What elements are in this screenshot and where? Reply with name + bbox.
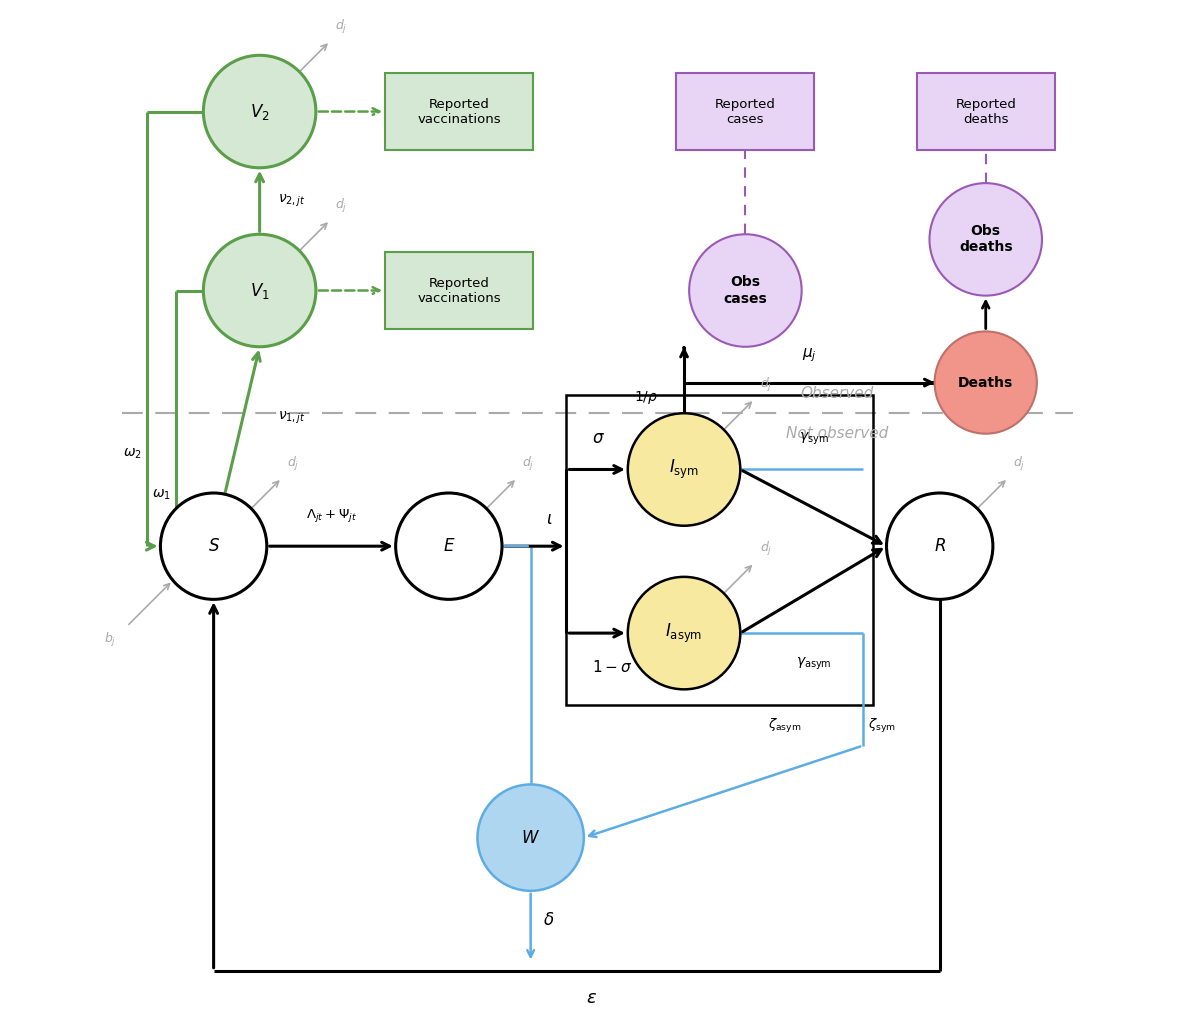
- Text: $\omega_2$: $\omega_2$: [123, 447, 142, 461]
- Circle shape: [628, 577, 740, 690]
- Text: Deaths: Deaths: [958, 375, 1014, 390]
- Text: $\zeta_{\mathrm{sym}}$: $\zeta_{\mathrm{sym}}$: [868, 718, 896, 735]
- Text: Observed: Observed: [800, 386, 874, 401]
- Circle shape: [887, 493, 993, 599]
- Text: $\gamma_{\mathrm{sym}}$: $\gamma_{\mathrm{sym}}$: [798, 431, 829, 447]
- Text: Reported
cases: Reported cases: [715, 98, 776, 126]
- Text: Reported
vaccinations: Reported vaccinations: [417, 98, 501, 126]
- Text: $\sigma$: $\sigma$: [592, 429, 605, 447]
- Circle shape: [204, 56, 316, 168]
- Bar: [566, 395, 874, 705]
- Circle shape: [934, 331, 1037, 434]
- Text: $d_j$: $d_j$: [287, 455, 300, 473]
- Text: $\mu_j$: $\mu_j$: [802, 346, 817, 364]
- Text: $\zeta_{\mathrm{asym}}$: $\zeta_{\mathrm{asym}}$: [768, 718, 802, 735]
- FancyBboxPatch shape: [385, 253, 533, 329]
- Text: $\nu_{2,jt}$: $\nu_{2,jt}$: [278, 193, 305, 209]
- Text: $\varepsilon$: $\varepsilon$: [586, 989, 598, 1007]
- Text: $E$: $E$: [443, 537, 455, 555]
- Text: $d_j$: $d_j$: [335, 18, 348, 36]
- Text: Reported
deaths: Reported deaths: [955, 98, 1016, 126]
- Text: $I_{\mathrm{sym}}$: $I_{\mathrm{sym}}$: [669, 458, 699, 481]
- Text: $b_j$: $b_j$: [104, 632, 117, 650]
- Text: $d_j$: $d_j$: [760, 376, 772, 394]
- Text: $d_j$: $d_j$: [335, 197, 348, 214]
- Circle shape: [477, 785, 584, 891]
- Text: $V_2$: $V_2$: [250, 101, 270, 122]
- Text: $W$: $W$: [521, 829, 540, 846]
- Text: $I_{\mathrm{asym}}$: $I_{\mathrm{asym}}$: [665, 622, 703, 644]
- FancyBboxPatch shape: [676, 73, 815, 149]
- Circle shape: [628, 413, 740, 526]
- Circle shape: [689, 234, 802, 346]
- Text: $V_1$: $V_1$: [250, 280, 270, 300]
- Text: $1 - \sigma$: $1 - \sigma$: [592, 659, 632, 674]
- Text: $d_j$: $d_j$: [522, 455, 535, 473]
- Text: $\nu_{1,jt}$: $\nu_{1,jt}$: [278, 410, 305, 427]
- Circle shape: [929, 184, 1042, 296]
- Text: $S$: $S$: [207, 537, 219, 555]
- Text: $\gamma_{\mathrm{asym}}$: $\gamma_{\mathrm{asym}}$: [796, 656, 831, 672]
- Text: Obs
cases: Obs cases: [723, 275, 767, 305]
- FancyBboxPatch shape: [916, 73, 1055, 149]
- Text: $d_j$: $d_j$: [1014, 455, 1025, 473]
- FancyBboxPatch shape: [385, 73, 533, 149]
- Text: Not observed: Not observed: [786, 426, 888, 440]
- Circle shape: [395, 493, 502, 599]
- Text: $\iota$: $\iota$: [546, 509, 553, 528]
- Text: Obs
deaths: Obs deaths: [959, 225, 1012, 255]
- Text: $1/\rho$: $1/\rho$: [635, 390, 658, 406]
- Circle shape: [161, 493, 266, 599]
- Text: $\omega_1$: $\omega_1$: [152, 488, 170, 502]
- Text: $d_j$: $d_j$: [760, 539, 772, 558]
- Text: Reported
vaccinations: Reported vaccinations: [417, 276, 501, 304]
- Text: $\Lambda_{jt} + \Psi_{jt}$: $\Lambda_{jt} + \Psi_{jt}$: [305, 506, 356, 524]
- Text: $R$: $R$: [934, 537, 946, 555]
- Text: $\delta$: $\delta$: [543, 911, 554, 929]
- Circle shape: [204, 234, 316, 346]
